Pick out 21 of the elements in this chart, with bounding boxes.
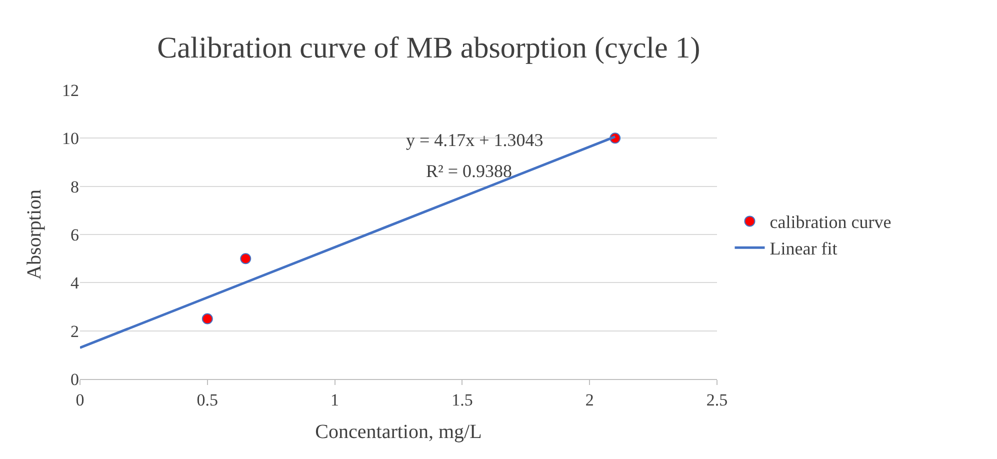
x-tick-label: 2 [585,390,594,410]
y-tick-label: 0 [70,370,79,389]
chart-title: Calibration curve of MB absorption (cycle 1) [157,32,700,65]
y-tick-label: 2 [70,322,79,341]
legend-label: Linear fit [770,238,838,259]
y-tick-label: 10 [62,129,79,148]
point [202,313,213,324]
legend-label: calibration curve [770,212,892,232]
y-tick-label: 8 [70,177,79,196]
y-axis-title: Absorption [24,190,46,280]
y-tick-label: 4 [70,274,80,293]
y-tick-label: 6 [70,225,79,244]
x-axis-title: Concentartion, mg/L [315,420,482,443]
x-tick-label: 2.5 [706,390,728,410]
annotation: R² = 0.9388 [426,161,512,181]
point [240,253,252,264]
x-tick-label: 1.5 [452,390,473,410]
x-tick-label: 1 [330,390,340,410]
annotation: y = 4.17x + 1.3043 [406,130,544,150]
x-tick-label: 0.5 [196,390,218,410]
y-tick-label: 12 [62,80,79,100]
